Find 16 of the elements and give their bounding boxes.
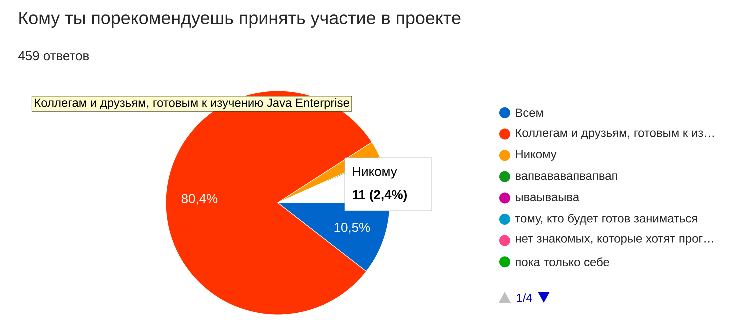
legend-label: Всем [516,108,544,118]
data-label: 10,5% [334,223,370,234]
text: 1/4 [517,294,532,302]
legend-label: ываываыва [516,194,580,202]
chart-title: Кому ты порекомендуешь принять участие в проекте [20,12,461,28]
legend-label: вапвававапвапвап [516,174,618,180]
text: 11 (2,4%) [353,190,407,202]
text: Никому [353,167,398,179]
text: 459 ответов [18,51,90,61]
data-label: 80,4% [182,194,218,205]
legend-label: нет знакомых, которые хотят прог… [516,236,714,246]
legend-label: Никому [516,150,557,161]
legend-label: пока только себе [516,258,610,267]
legend-label: Коллегам и друзьям, готовым к из… [516,128,714,140]
text: Коллегам и друзьям, готовым к изучению Java Enterprise [35,98,350,110]
legend-label: тому, кто будет готов заниматься [515,214,698,226]
